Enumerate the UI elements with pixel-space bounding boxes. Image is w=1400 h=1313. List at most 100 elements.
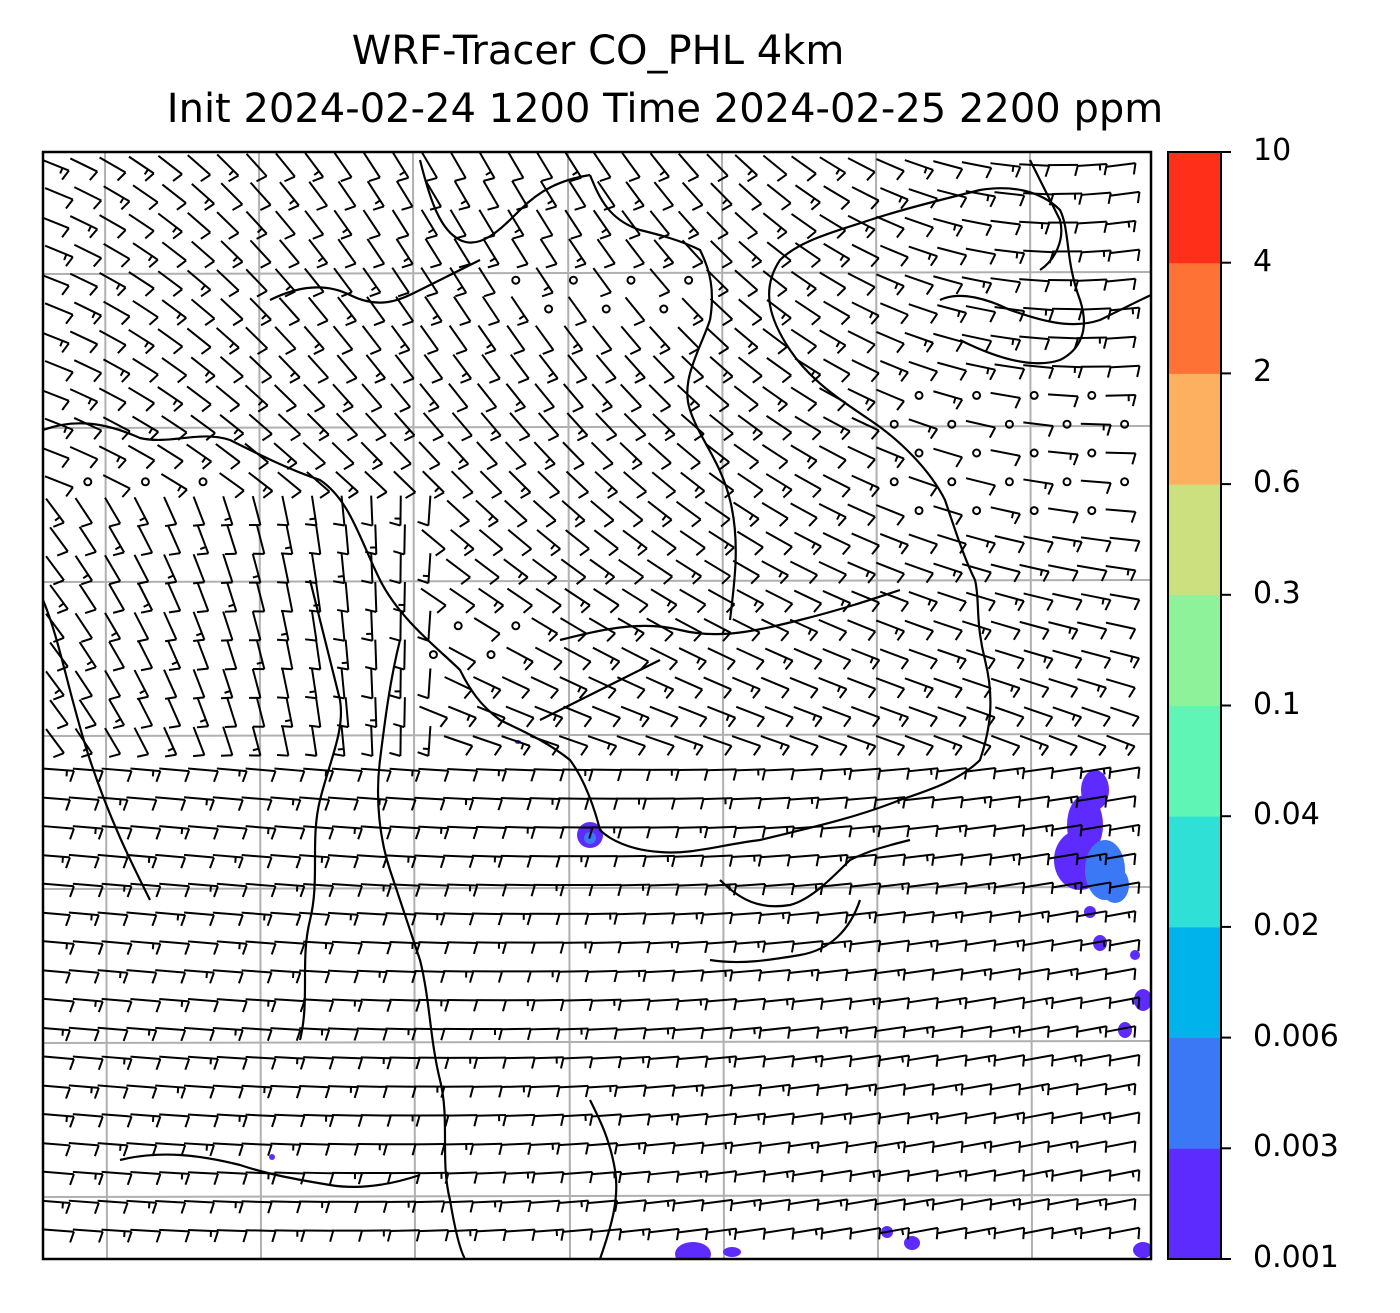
wind-barb: [764, 647, 794, 671]
colorbar: [1167, 151, 1231, 1260]
wind-barb: [389, 610, 402, 642]
wind-barb: [479, 470, 503, 499]
wind-barb: [990, 677, 1021, 699]
colorbar-segment: [1168, 1148, 1221, 1260]
wind-barb: [97, 1084, 129, 1099]
wind-barb: [792, 940, 824, 953]
wind-barb: [1019, 335, 1051, 351]
wind-barb: [130, 1171, 162, 1186]
wind-barb: [990, 563, 1021, 583]
wind-barb: [966, 649, 996, 670]
wind-barb: [43, 274, 70, 296]
wind-barb: [823, 242, 851, 268]
wind-barb: [480, 412, 502, 442]
wind-barb: [333, 495, 346, 527]
wind-barb: [423, 354, 444, 384]
wind-barb: [937, 591, 967, 612]
wind-barb: [847, 619, 877, 642]
wind-barb: [1023, 249, 1055, 264]
wind-barb: [651, 529, 677, 557]
wind-barb: [536, 529, 561, 557]
wind-barb: [681, 355, 705, 384]
wind-barb: [278, 355, 301, 384]
wind-barb: [215, 385, 241, 413]
wind-barb: [933, 332, 964, 353]
wind-barb: [128, 271, 155, 297]
wind-barb: [961, 795, 993, 809]
wind-barb: [72, 1228, 104, 1243]
calm-wind-marker: [947, 477, 957, 487]
wind-barb: [183, 796, 215, 811]
wind-barb: [331, 883, 363, 898]
wind-barb: [850, 997, 882, 1010]
wind-barb: [507, 529, 532, 557]
wind-barb: [1109, 364, 1141, 378]
wind-barb: [617, 617, 645, 643]
wind-barb: [447, 883, 479, 897]
wind-barb: [128, 155, 155, 182]
wind-barb: [817, 968, 849, 982]
wind-barb: [789, 560, 818, 585]
wind-barb: [932, 795, 964, 809]
wind-barb: [879, 939, 911, 953]
wind-barb: [1080, 479, 1112, 495]
wind-barb: [395, 180, 414, 211]
wind-barb: [187, 1113, 219, 1128]
wind-barb: [137, 698, 154, 729]
wind-barb: [69, 157, 99, 181]
wind-barb: [652, 355, 675, 384]
wind-barb: [447, 1114, 479, 1127]
wind-barb: [333, 668, 346, 700]
wind-barb: [212, 1200, 244, 1214]
plot-title-line1: WRF-Tracer CO_PHL 4km: [351, 28, 845, 74]
wind-barb: [932, 853, 964, 866]
wind-barb: [447, 767, 479, 782]
wind-barb: [476, 441, 498, 471]
wind-barb: [1048, 734, 1078, 757]
wind-barb: [879, 648, 910, 670]
wind-barb: [994, 534, 1025, 554]
wind-barb: [765, 589, 794, 613]
wind-barb: [875, 446, 905, 469]
wind-barb: [68, 1142, 100, 1157]
wind-barb: [702, 1198, 734, 1212]
wind-barb: [183, 1026, 215, 1042]
wind-barb: [822, 474, 851, 498]
wind-barb: [417, 725, 432, 757]
wind-barb: [506, 646, 534, 671]
wind-barb: [558, 912, 590, 925]
wind-barb: [216, 1229, 248, 1243]
wind-barb: [418, 1171, 450, 1185]
coastline-segment: [939, 293, 1151, 326]
wind-barb: [43, 216, 70, 238]
wind-barb: [447, 441, 470, 471]
wind-barb: [99, 214, 127, 239]
coastline-segment: [588, 174, 714, 321]
wind-barb: [308, 524, 322, 556]
wind-barb: [389, 998, 421, 1012]
wind-barb: [277, 413, 302, 442]
wind-barb: [305, 610, 318, 642]
wind-barb: [303, 882, 335, 898]
wind-barb: [1105, 621, 1137, 640]
wind-barb: [933, 505, 963, 526]
wind-barb: [366, 238, 386, 269]
map-frame: [41, 150, 1153, 1261]
wind-barb: [591, 826, 623, 839]
wind-barb: [965, 305, 997, 323]
wind-barb: [818, 445, 847, 470]
wind-barb: [794, 299, 821, 326]
wind-barb: [245, 825, 277, 840]
wind-barb: [186, 443, 212, 470]
wind-barb: [43, 854, 71, 869]
wind-barb: [620, 383, 642, 413]
coastline-segment: [709, 899, 862, 964]
wind-barb: [394, 354, 415, 384]
colorbar-segment: [1168, 152, 1221, 264]
wind-barb: [790, 328, 817, 355]
wind-barb: [303, 1171, 335, 1185]
wind-barb: [677, 1112, 709, 1126]
wind-barb: [130, 767, 162, 783]
wind-barb: [1105, 451, 1137, 465]
wind-barb: [674, 676, 704, 699]
